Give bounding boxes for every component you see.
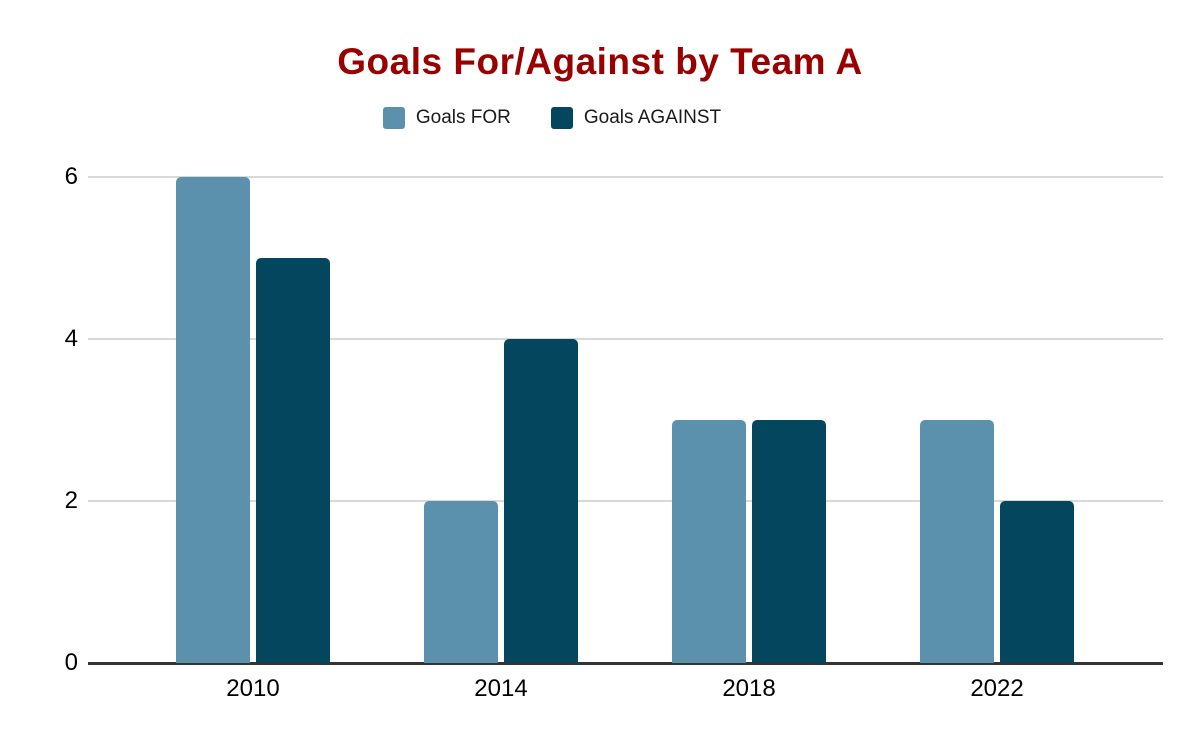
y-tick-label-2: 2 [64,487,78,514]
legend-label-goals-against: Goals AGAINST [583,107,722,128]
plot-area [88,176,1163,665]
legend-item-goals-for: Goals FOR [382,107,511,129]
bar-goals-against-2018 [752,420,827,663]
bar-goals-for-2022 [920,420,995,663]
chart-title: Goals For/Against by Team A [337,41,863,82]
bar-goals-against-2022 [1000,501,1075,663]
gridline-y-6 [88,176,1163,178]
legend: Goals FOR Goals AGAINST [0,107,1200,129]
gridline-y-2 [88,500,1163,502]
gridline-y-4 [88,338,1163,340]
x-category-label-2018: 2018 [722,675,776,702]
y-tick-label-4: 4 [64,325,78,352]
legend-swatch-goals-against-icon [550,107,573,129]
legend-label-goals-for: Goals FOR [415,107,511,128]
bar-goals-for-2014 [424,501,498,663]
bar-group-2010 [176,177,330,663]
legend-item-goals-against: Goals AGAINST [550,107,722,129]
bar-group-2014 [424,339,578,663]
x-category-label-2022: 2022 [970,675,1024,702]
x-category-label-2014: 2014 [474,675,528,702]
bar-goals-for-2018 [672,420,747,663]
bar-group-2022 [920,420,1075,663]
bar-goals-against-2014 [504,339,578,663]
y-tick-label-0: 0 [64,649,78,676]
x-axis-line [88,662,1163,665]
y-tick-label-6: 6 [64,163,78,190]
x-category-label-2010: 2010 [226,675,280,702]
bar-goals-for-2010 [176,177,250,663]
legend-swatch-goals-for-icon [382,107,405,129]
bar-goals-against-2010 [256,258,330,663]
bar-group-2018 [672,420,827,663]
